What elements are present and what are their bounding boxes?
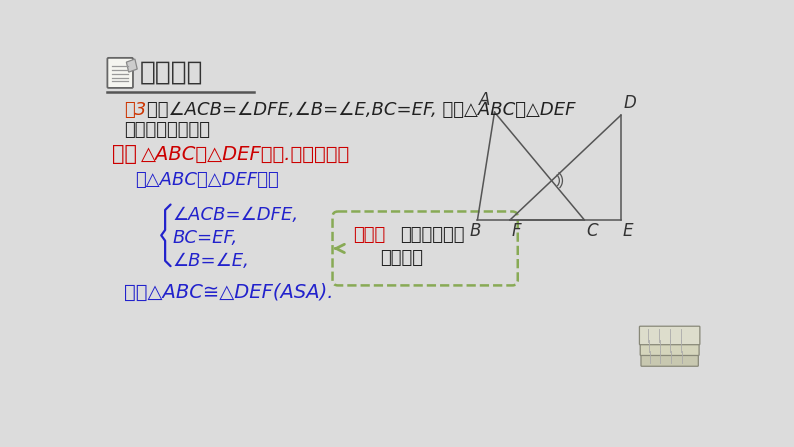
Text: E: E: [622, 222, 633, 240]
Text: C: C: [586, 222, 598, 240]
Text: ∠B=∠E,: ∠B=∠E,: [173, 252, 250, 270]
Text: 注意：: 注意：: [353, 226, 386, 244]
Polygon shape: [126, 59, 137, 72]
Text: BC=EF,: BC=EF,: [173, 229, 238, 247]
FancyBboxPatch shape: [639, 326, 700, 345]
Text: 全等吗？为什么？: 全等吗？为什么？: [124, 121, 210, 139]
Text: 例3: 例3: [124, 101, 146, 119]
Text: 已知∠ACB=∠DFE,∠B=∠E,BC=EF, 那么△ABC与△DEF: 已知∠ACB=∠DFE,∠B=∠E,BC=EF, 那么△ABC与△DEF: [148, 101, 576, 119]
Text: F: F: [511, 222, 521, 240]
Text: △ABC与△DEF全等.理由如下：: △ABC与△DEF全等.理由如下：: [141, 144, 350, 164]
Text: 在△ABC与△DEF中，: 在△ABC与△DEF中，: [135, 171, 279, 189]
Text: D: D: [624, 94, 637, 112]
FancyBboxPatch shape: [107, 58, 133, 88]
Text: A: A: [480, 91, 491, 109]
FancyBboxPatch shape: [641, 348, 699, 366]
FancyBboxPatch shape: [333, 211, 518, 286]
Text: B: B: [470, 222, 481, 240]
Text: 夹边必须写在: 夹边必须写在: [400, 226, 464, 244]
Text: 典型例题: 典型例题: [140, 60, 203, 86]
Text: 两角中间: 两角中间: [380, 249, 423, 267]
FancyBboxPatch shape: [640, 337, 699, 355]
Text: 解：: 解：: [112, 144, 137, 164]
Text: ∠ACB=∠DFE,: ∠ACB=∠DFE,: [173, 206, 299, 224]
Text: 所以△ABC≅△DEF(ASA).: 所以△ABC≅△DEF(ASA).: [124, 283, 333, 302]
